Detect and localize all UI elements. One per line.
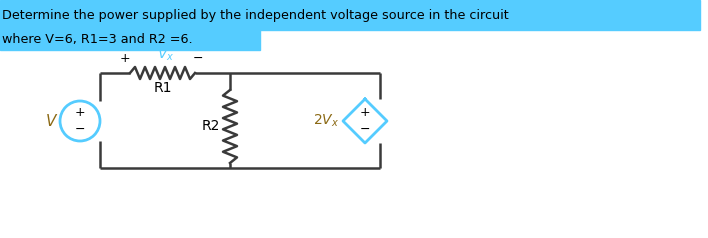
Text: $2V_x$: $2V_x$ xyxy=(313,113,339,129)
Text: −: − xyxy=(193,52,203,65)
Text: R2: R2 xyxy=(202,119,220,134)
Text: +: + xyxy=(74,106,85,119)
Text: +: + xyxy=(120,52,130,65)
Text: Determine the power supplied by the independent voltage source in the circuit: Determine the power supplied by the inde… xyxy=(2,10,509,23)
Text: $V_x$: $V_x$ xyxy=(157,47,174,63)
Text: +: + xyxy=(360,106,370,119)
Bar xyxy=(0,28,260,50)
Bar xyxy=(0,0,700,30)
Text: −: − xyxy=(75,123,85,135)
Text: −: − xyxy=(360,123,370,135)
Text: R1: R1 xyxy=(153,81,172,95)
Text: V: V xyxy=(45,114,56,129)
Text: where V=6, R1=3 and R2 =6.: where V=6, R1=3 and R2 =6. xyxy=(2,34,193,46)
